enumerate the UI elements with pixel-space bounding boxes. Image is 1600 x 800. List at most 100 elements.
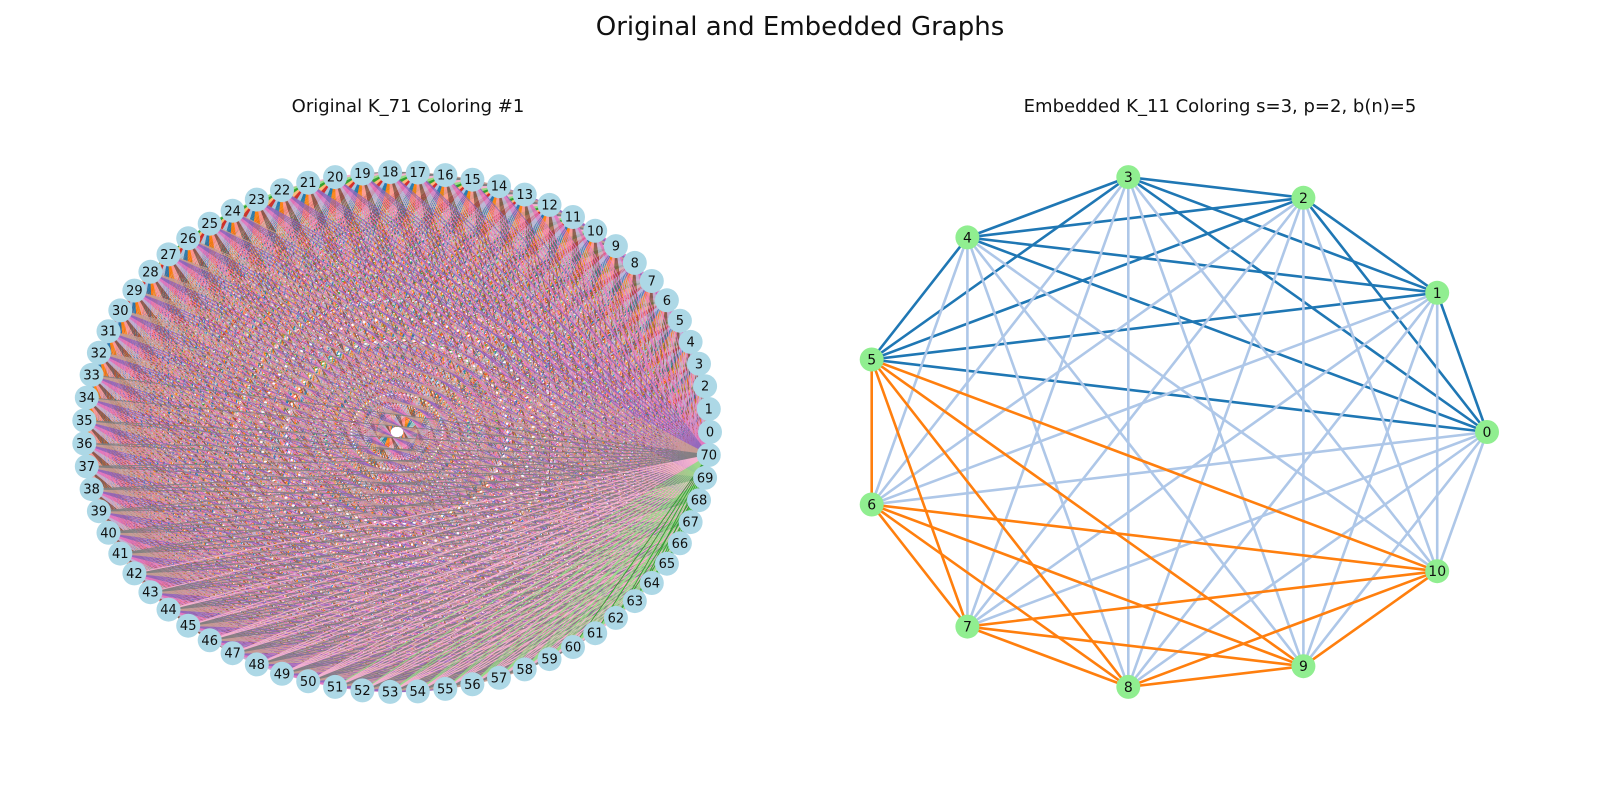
- svg-text:5: 5: [676, 314, 684, 329]
- original-edge: [498, 454, 710, 679]
- svg-text:43: 43: [142, 586, 159, 601]
- svg-text:14: 14: [491, 180, 508, 195]
- original-node: 19: [350, 161, 375, 186]
- original-edge: [86, 397, 709, 456]
- original-node: 21: [296, 170, 321, 195]
- original-edge: [232, 632, 596, 654]
- original-edge: [549, 204, 710, 456]
- svg-text:47: 47: [224, 647, 241, 662]
- embedded-edge: [871, 291, 1438, 361]
- original-node: 16: [433, 163, 458, 188]
- original-edge: [91, 374, 709, 456]
- svg-text:46: 46: [201, 634, 218, 649]
- embedded-edge: [1127, 430, 1488, 688]
- original-node: 64: [639, 571, 664, 595]
- original-node: 15: [460, 167, 485, 192]
- svg-text:34: 34: [79, 391, 96, 406]
- original-node: 27: [156, 242, 181, 267]
- embedded-node: 2: [1291, 185, 1316, 210]
- original-edge: [232, 477, 706, 654]
- svg-text:37: 37: [79, 460, 96, 475]
- embedded-edge: [1127, 197, 1305, 688]
- embedded-edge: [870, 176, 1130, 361]
- original-node: 53: [378, 679, 403, 704]
- original-edge: [498, 185, 710, 456]
- embedded-edge: [1127, 175, 1438, 295]
- original-edge: [256, 477, 706, 665]
- original-edge: [634, 262, 710, 456]
- embedded-edge: [871, 430, 1488, 506]
- embedded-edge: [1127, 291, 1439, 688]
- embedded-node: 1: [1425, 280, 1450, 305]
- original-node: 60: [561, 635, 585, 659]
- original-edge: [209, 223, 710, 456]
- original-node: 59: [537, 647, 562, 672]
- original-edge: [84, 443, 709, 456]
- svg-text:25: 25: [201, 217, 218, 232]
- original-node: 6: [654, 288, 679, 313]
- svg-text:2: 2: [701, 380, 709, 395]
- original-edge: [307, 454, 710, 682]
- original-edge: [362, 173, 710, 456]
- original-node: 57: [487, 665, 511, 690]
- original-edge: [86, 454, 709, 467]
- svg-text:44: 44: [160, 603, 177, 618]
- original-edge: [362, 477, 706, 691]
- original-node: 14: [487, 174, 511, 199]
- original-edge: [572, 216, 710, 456]
- original-edge: [417, 521, 691, 692]
- original-edge: [150, 542, 680, 593]
- original-node: 63: [622, 589, 647, 614]
- original-edge: [498, 477, 706, 679]
- original-edge: [594, 454, 710, 634]
- svg-text:10: 10: [1428, 564, 1446, 580]
- original-edge: [572, 454, 710, 648]
- original-edge: [168, 521, 691, 611]
- original-node: 38: [79, 477, 104, 502]
- right-panel-title: Embedded K_11 Coloring s=3, p=2, b(n)=5: [1023, 96, 1417, 117]
- original-edge: [472, 179, 710, 456]
- original-edge: [168, 542, 680, 611]
- embedded-edge: [966, 196, 1305, 628]
- embedded-edge: [871, 358, 1488, 434]
- svg-text:35: 35: [76, 414, 93, 429]
- original-edge: [524, 499, 700, 670]
- original-edge: [281, 189, 706, 479]
- original-edge: [256, 454, 710, 665]
- original-node: 52: [350, 678, 375, 703]
- embedded-edge: [1127, 176, 1439, 573]
- original-edge: [209, 499, 700, 641]
- original-edge: [389, 542, 681, 693]
- embedded-node: 6: [859, 492, 884, 517]
- original-edge: [98, 454, 709, 512]
- original-edge: [281, 454, 710, 675]
- original-node: 11: [561, 205, 585, 229]
- original-graph-nodes: 0123456789101112131415161718192021222324…: [72, 160, 722, 704]
- embedded-edge: [1302, 196, 1438, 294]
- embedded-node: 3: [1116, 165, 1141, 190]
- embedded-edge: [1127, 176, 1305, 667]
- original-edge: [445, 499, 700, 690]
- original-edge: [134, 290, 709, 456]
- embedded-edge: [1128, 664, 1304, 689]
- original-edge: [445, 521, 691, 690]
- original-edge: [256, 617, 616, 665]
- original-edge: [188, 625, 574, 648]
- original-edge: [444, 174, 710, 456]
- embedded-edge: [871, 503, 1438, 573]
- original-edge: [417, 477, 706, 692]
- original-node: 58: [512, 657, 537, 682]
- embedded-node: 9: [1291, 654, 1316, 679]
- original-edge: [362, 454, 710, 691]
- svg-text:32: 32: [91, 346, 108, 361]
- embedded-edge: [966, 236, 1305, 668]
- svg-text:56: 56: [464, 678, 481, 693]
- svg-text:61: 61: [587, 627, 604, 642]
- svg-text:9: 9: [1299, 659, 1308, 675]
- embedded-edge: [1302, 196, 1489, 433]
- embedded-node: 10: [1425, 559, 1450, 584]
- original-node: 68: [687, 488, 711, 513]
- original-node: 55: [433, 676, 458, 701]
- embedded-edge: [966, 236, 1438, 573]
- svg-text:41: 41: [112, 547, 129, 562]
